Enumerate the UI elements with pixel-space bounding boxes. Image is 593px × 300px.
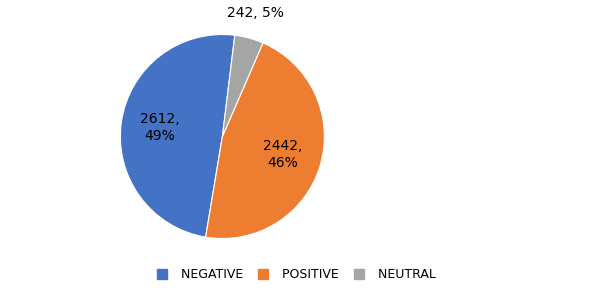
Wedge shape — [222, 35, 263, 136]
Text: 242, 5%: 242, 5% — [228, 7, 284, 20]
Legend:  NEGATIVE,  POSITIVE,  NEUTRAL: NEGATIVE, POSITIVE, NEUTRAL — [151, 262, 442, 288]
Text: 2612,
49%: 2612, 49% — [140, 112, 180, 142]
Wedge shape — [206, 43, 324, 238]
Wedge shape — [120, 34, 235, 237]
Text: 2442,
46%: 2442, 46% — [263, 139, 302, 170]
